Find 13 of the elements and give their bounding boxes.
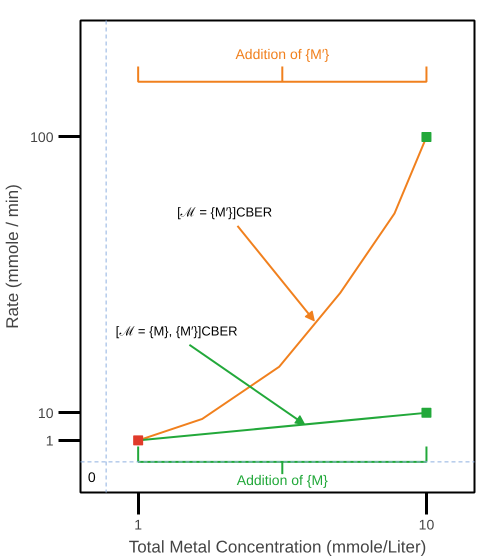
annotation: Addition of {M} <box>236 472 328 488</box>
annotation: 0 <box>88 469 96 486</box>
point <box>421 132 432 142</box>
y-axis-title: Rate (mmole / min) <box>3 184 22 329</box>
y-tick-label: 10 <box>38 404 54 421</box>
annotation: [ℳ = {M′}]CBER <box>177 204 272 220</box>
annotation: [ℳ = {M}, {M′}]CBER <box>116 324 238 339</box>
y-tick-label: 1 <box>46 432 54 448</box>
y-tick-label: 100 <box>30 128 54 145</box>
point <box>133 435 144 446</box>
x-axis-title: Total Metal Concentration (mmole/Liter) <box>128 538 426 556</box>
point <box>421 408 432 418</box>
annotation: Addition of {M′} <box>235 46 330 62</box>
